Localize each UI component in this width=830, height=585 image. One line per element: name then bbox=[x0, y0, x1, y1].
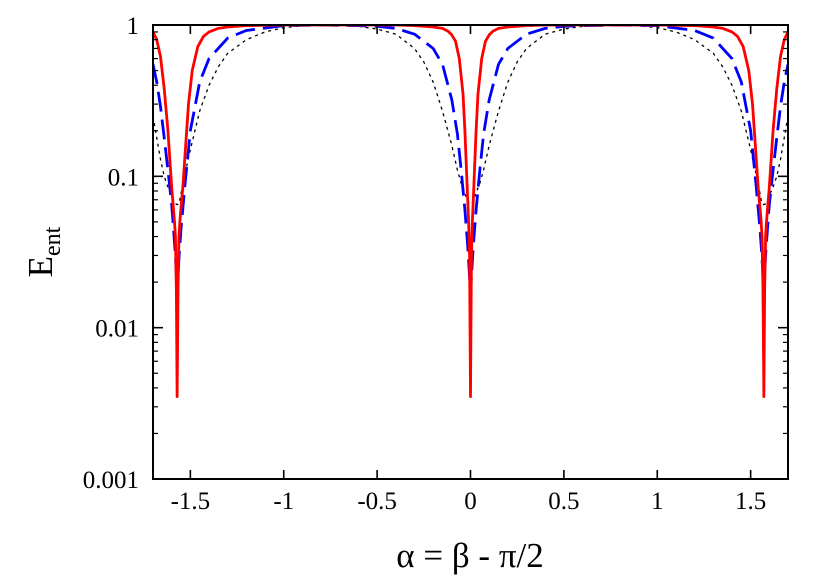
y-axis-title: Eent bbox=[21, 226, 66, 277]
series-layer bbox=[153, 25, 788, 399]
x-tick-labels: -1.5 -1 -0.5 0 0.5 1 1.5 bbox=[171, 488, 767, 515]
y-axis-title-main: E bbox=[21, 256, 60, 277]
series-line-3 bbox=[153, 25, 788, 206]
y-tick-labels: 0.001 0.01 0.1 1 bbox=[83, 13, 139, 494]
x-tick-label: 1 bbox=[651, 488, 664, 515]
series-line-1 bbox=[153, 25, 788, 399]
x-tick-label: 0.5 bbox=[548, 488, 579, 515]
x-tick-label: -1 bbox=[273, 488, 294, 515]
x-axis-title: α = β - π/2 bbox=[396, 536, 543, 575]
y-tick-label: 0.001 bbox=[83, 467, 139, 494]
y-axis-title-subscript: ent bbox=[40, 226, 66, 256]
y-tick-label: 1 bbox=[127, 13, 140, 40]
x-tick-label: -0.5 bbox=[357, 488, 397, 515]
x-tick-label: -1.5 bbox=[171, 488, 211, 515]
y-tick-label: 0.1 bbox=[108, 164, 139, 191]
x-tick-label: 0 bbox=[464, 488, 477, 515]
y-tick-label: 0.01 bbox=[95, 316, 139, 343]
x-tick-label: 1.5 bbox=[735, 488, 766, 515]
plot-frame bbox=[152, 24, 789, 480]
